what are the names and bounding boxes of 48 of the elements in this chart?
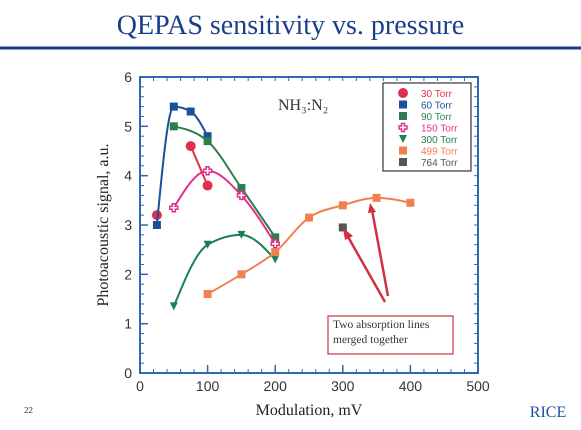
point — [204, 137, 212, 146]
chart-title: QEPAS sensitivity vs. pressure — [116, 10, 464, 41]
y-tick-label: 5 — [124, 118, 132, 134]
point — [170, 122, 178, 130]
point — [372, 194, 381, 202]
legend-label: 764 Torr — [421, 158, 458, 169]
legend-label: 499 Torr — [421, 146, 458, 158]
point — [152, 221, 161, 229]
y-tick-label: 1 — [124, 316, 132, 332]
x-tick-label: 400 — [398, 378, 422, 394]
x-tick-label: 100 — [196, 378, 220, 394]
point — [186, 141, 196, 152]
x-tick-label: 300 — [331, 378, 355, 394]
y-tick-label: 2 — [124, 266, 132, 282]
point — [237, 270, 246, 278]
legend-label: 300 Torr — [421, 135, 458, 146]
point — [186, 108, 195, 116]
point — [305, 214, 313, 222]
point — [270, 238, 280, 248]
legend-label: 150 Torr — [421, 124, 458, 134]
y-tick-label: 4 — [124, 168, 132, 184]
point — [237, 230, 246, 239]
point — [170, 302, 178, 310]
legend-label: 90 Torr — [421, 112, 453, 123]
point — [169, 202, 179, 212]
point — [236, 190, 246, 200]
legend-label: 30 Torr — [421, 89, 453, 100]
y-tick-label: 6 — [124, 69, 132, 85]
point — [202, 166, 212, 176]
point — [204, 240, 212, 249]
legend-label: 60 Torr — [421, 100, 453, 112]
text: RICE — [530, 404, 566, 421]
point — [338, 201, 347, 210]
point — [406, 198, 414, 207]
x-tick-label: 200 — [264, 378, 288, 394]
annotation: NH₃:N₂ — [278, 97, 328, 114]
annotation: Two absorption lines merged together — [332, 318, 430, 348]
point — [202, 180, 213, 191]
point — [204, 290, 212, 298]
point — [271, 248, 280, 256]
y-axis-title: Photoacoustic signal, a.u. — [95, 143, 112, 307]
y-tick-label: 0 — [124, 365, 132, 381]
x-tick-label: 500 — [466, 378, 490, 394]
x-tick-label: 0 — [136, 378, 144, 394]
x-axis-title: Modulation, mV — [256, 402, 363, 419]
y-tick-label: 3 — [124, 217, 132, 233]
text: 22 — [24, 405, 33, 415]
point — [170, 102, 178, 111]
